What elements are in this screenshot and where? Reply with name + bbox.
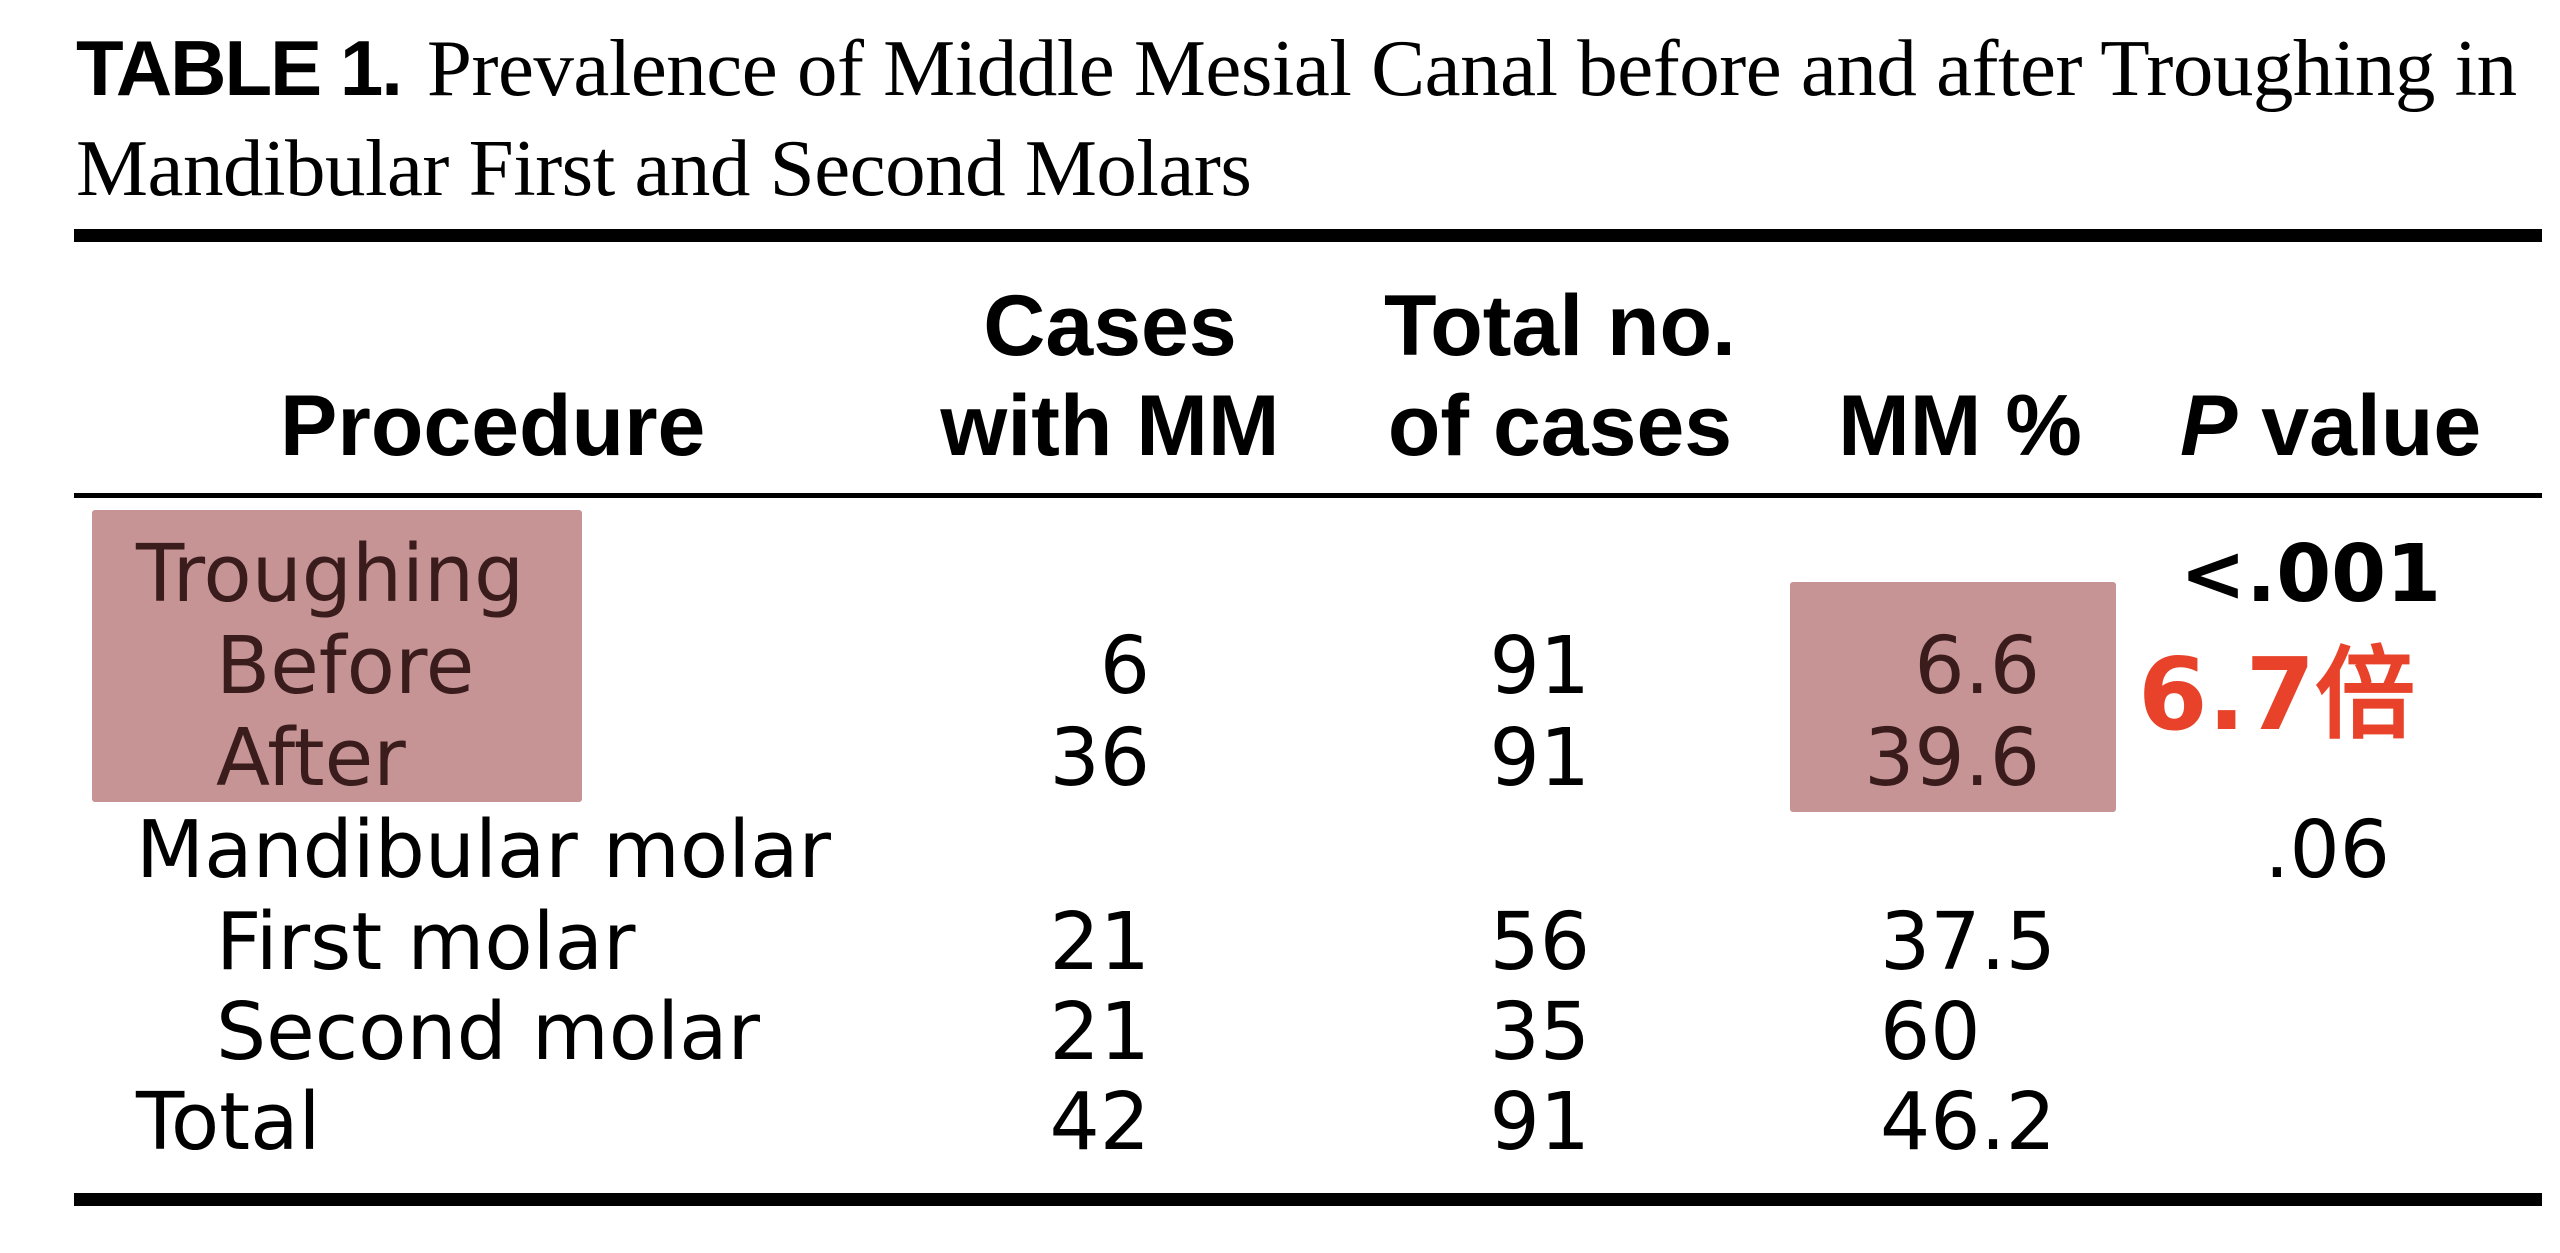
row-mm-first-molar: 37.5 (1880, 896, 2056, 988)
row-cases-before: 6 (1099, 620, 1150, 712)
row-label-mandibular-molar: Mandibular molar (136, 804, 832, 896)
row-label-second-molar: Second molar (216, 986, 760, 1078)
row-total-total: 91 (1489, 1076, 1590, 1168)
troughing-highlight (92, 510, 582, 802)
header-total-cases: Total no. of cases (1384, 278, 1736, 474)
row-p-mandibular-molar: .06 (2264, 804, 2390, 896)
row-label-before: Before (216, 620, 475, 712)
row-mm-before: 6.6 (1914, 620, 2040, 712)
row-label-troughing: Troughing (136, 528, 525, 620)
row-cases-first-molar: 21 (1049, 896, 1150, 988)
row-total-before: 91 (1489, 620, 1590, 712)
header-cases-with-mm: Cases with MM (940, 278, 1280, 474)
p-letter: P (2180, 378, 2238, 474)
bottom-rule (74, 1193, 2542, 1206)
row-cases-second-molar: 21 (1049, 986, 1150, 1078)
row-p-troughing: <.001 (2180, 528, 2442, 620)
row-label-after: After (216, 712, 406, 804)
top-rule (74, 229, 2542, 242)
fold-change-annotation: 6.7倍 (2138, 636, 2416, 753)
header-p-value: P value (2180, 376, 2482, 476)
table-caption: TABLE 1. Prevalence of Middle Mesial Cana… (76, 18, 2556, 218)
mm-percent-highlight (1790, 582, 2116, 812)
header-mm-percent: MM % (1838, 378, 2082, 474)
header-rule (74, 493, 2542, 498)
row-mm-after: 39.6 (1864, 712, 2040, 804)
row-mm-second-molar: 60 (1880, 986, 1981, 1078)
row-total-first-molar: 56 (1489, 896, 1590, 988)
row-total-after: 91 (1489, 712, 1590, 804)
table-label: TABLE 1. (76, 24, 403, 112)
row-cases-total: 42 (1049, 1076, 1150, 1168)
row-cases-after: 36 (1049, 712, 1150, 804)
row-label-total: Total (136, 1076, 321, 1168)
p-value-label: value (2237, 378, 2482, 474)
row-label-first-molar: First molar (216, 896, 636, 988)
table-title: Prevalence of Middle Mesial Canal before… (76, 23, 2517, 213)
row-mm-total: 46.2 (1880, 1076, 2056, 1168)
row-total-second-molar: 35 (1489, 986, 1590, 1078)
header-procedure: Procedure (280, 378, 706, 474)
